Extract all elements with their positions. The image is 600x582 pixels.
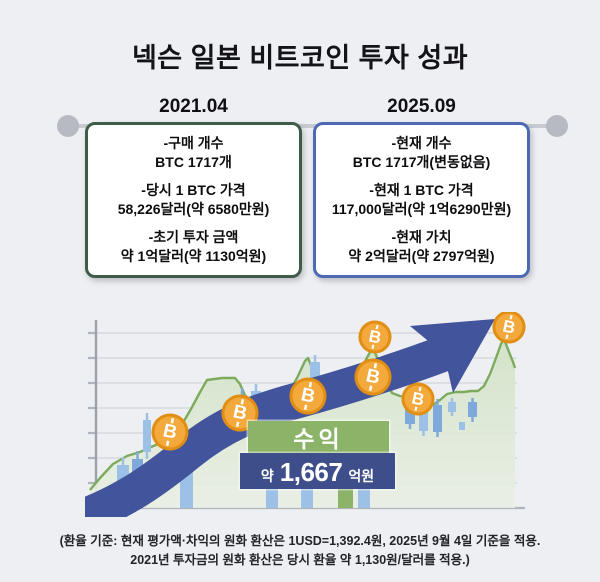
profit-amount: 1,667 (279, 457, 343, 487)
stock-chart-illustration: B B B (85, 312, 535, 517)
page-title: 넥슨 일본 비트코인 투자 성과 (131, 43, 469, 73)
profit-prefix: 약 (260, 468, 274, 484)
candle (338, 487, 353, 508)
candle (266, 487, 278, 508)
svg-text:B: B (161, 420, 179, 443)
svg-text:B: B (501, 316, 517, 337)
bitcoin-icon: B (151, 413, 189, 451)
bitcoin-icon: B (289, 377, 327, 415)
svg-text:B: B (410, 388, 426, 409)
stat-label: -구매 개수 (163, 135, 224, 151)
candle (433, 399, 442, 437)
stat-label: -현재 개수 (391, 135, 452, 151)
stat-label: -당시 1 BTC 가격 (141, 182, 246, 198)
stat-price-now: -현재 1 BTC 가격 117,000달러(약 1억6290만원) (316, 181, 527, 219)
profit-badge-title: 수익 (248, 421, 389, 453)
period-card-2025: -현재 개수 BTC 1717개(변동없음) -현재 1 BTC 가격 117,… (313, 122, 530, 278)
svg-text:B: B (367, 326, 383, 347)
stat-value: BTC 1717개(변동없음) (352, 154, 491, 170)
stat-price-then: -당시 1 BTC 가격 58,226달러(약 6580만원) (88, 181, 299, 219)
bitcoin-icon: B (358, 320, 392, 354)
stat-label: -현재 가치 (391, 229, 452, 245)
candle (459, 422, 465, 430)
profit-badge-value: 약 1,667 억원 (240, 453, 395, 489)
stat-value: 약 1억달러(약 1130억원) (120, 248, 267, 264)
date-label-2025: 2025.09 (387, 96, 456, 117)
stat-current-value: -현재 가치 약 2억달러(약 2797억원) (316, 228, 527, 266)
stat-value: 58,226달러(약 6580만원) (117, 201, 270, 217)
exchange-rate-footnote: (환율 기준: 현재 평가액·차익의 원화 환산은 1USD=1,392.4원,… (0, 532, 600, 570)
profit-unit: 억원 (348, 468, 375, 484)
date-label-2021: 2021.04 (159, 96, 228, 117)
stat-value: 117,000달러(약 1억6290만원) (331, 201, 512, 217)
candle (448, 398, 456, 416)
stat-label: -초기 투자 금액 (148, 229, 239, 245)
svg-text:B: B (364, 365, 382, 388)
timeline-line (57, 124, 558, 128)
stat-initial-investment: -초기 투자 금액 약 1억달러(약 1130억원) (88, 228, 299, 266)
stat-current-count: -현재 개수 BTC 1717개(변동없음) (316, 134, 527, 172)
bitcoin-icon: B (492, 312, 526, 344)
bitcoin-icon: B (354, 358, 392, 396)
stat-value: BTC 1717개 (155, 154, 232, 170)
candle (358, 487, 370, 508)
candle (468, 398, 477, 422)
bitcoin-icon: B (401, 382, 435, 416)
footnote-line-1: (환율 기준: 현재 평가액·차익의 원화 환산은 1USD=1,392.4원,… (59, 534, 541, 548)
period-card-2021: -구매 개수 BTC 1717개 -당시 1 BTC 가격 58,226달러(약… (85, 122, 302, 278)
candle (143, 413, 151, 459)
stat-label: -현재 1 BTC 가격 (369, 182, 474, 198)
footnote-line-2: 2021년 투자금의 원화 환산은 당시 환율 약 1,130원/달러를 적용.… (130, 553, 470, 567)
timeline-dot-right (546, 115, 568, 137)
timeline-dot-left (57, 115, 79, 137)
svg-text:B: B (231, 401, 249, 424)
svg-text:B: B (299, 384, 317, 407)
profit-title-text: 수익 (293, 426, 344, 452)
candle (301, 487, 313, 508)
stat-value: 약 2억달러(약 2797억원) (348, 248, 495, 264)
stat-purchase-count: -구매 개수 BTC 1717개 (88, 134, 299, 172)
